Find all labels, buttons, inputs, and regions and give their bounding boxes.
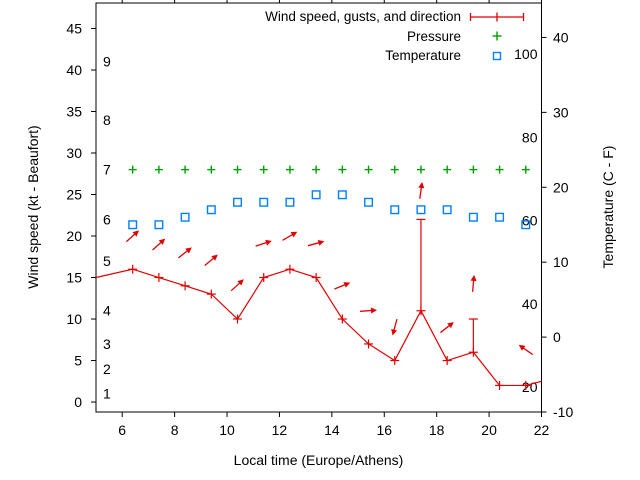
plus-marker-icon (467, 30, 527, 42)
y-left-tick-label: 0 (74, 394, 82, 410)
y-left-tick-label: 15 (66, 270, 82, 286)
y-right-tick-label: 40 (553, 29, 569, 45)
beaufort-scale-label: 8 (103, 112, 111, 128)
plot-border (95, 2, 542, 413)
wind-direction-arrow-icon (185, 247, 192, 254)
wind-direction-arrow-icon (370, 307, 378, 314)
wind-direction-arrow-icon (447, 322, 454, 329)
wind-direction-arrow-icon (290, 231, 298, 238)
temperature-point-marker (311, 190, 321, 200)
y-right-axis-title: Temperature (C - F) (600, 145, 616, 269)
x-tick-label: 20 (481, 422, 497, 438)
y-left-tick-label: 40 (66, 62, 82, 78)
errorbar-sample-icon (467, 11, 527, 23)
y-left-tick-label: 35 (66, 103, 82, 119)
y-right-tick-label: 0 (553, 329, 561, 345)
wind-direction-arrow-icon (391, 328, 397, 336)
x-tick-label: 14 (324, 422, 340, 438)
wind-direction-arrow-icon (132, 230, 140, 237)
temperature-point-marker (442, 205, 452, 215)
x-tick-label: 8 (171, 422, 179, 438)
beaufort-scale-label: 5 (103, 253, 111, 269)
y-right-tick-label: 20 (553, 179, 569, 195)
square-marker-icon (467, 50, 527, 62)
y-right-tick-label: 30 (553, 104, 569, 120)
fahrenheit-scale-label: 80 (522, 129, 538, 145)
y-left-tick-label: 45 (66, 20, 82, 36)
legend: Wind speed, gusts, and direction Pressur… (96, 7, 527, 66)
legend-label-wind: Wind speed, gusts, and direction (265, 9, 461, 25)
y-left-tick-label: 10 (66, 311, 82, 327)
beaufort-scale-label: 3 (103, 336, 111, 352)
beaufort-scale-label: 2 (103, 361, 111, 377)
temperature-point-marker (154, 220, 164, 230)
temperature-point-marker (128, 220, 138, 230)
temperature-point-marker (337, 190, 347, 200)
temperature-point-marker (390, 205, 400, 215)
legend-label-temperature: Temperature (385, 48, 461, 64)
temperature-point-marker (364, 197, 374, 207)
temperature-point-marker (416, 205, 426, 215)
x-tick-label: 18 (429, 422, 445, 438)
x-axis-title: Local time (Europe/Athens) (233, 452, 404, 468)
x-tick-label: 22 (534, 422, 550, 438)
wind-direction-arrow-icon (265, 239, 272, 246)
wind-direction-arrow-icon (211, 254, 218, 261)
beaufort-scale-label: 9 (103, 54, 111, 70)
y-left-tick-label: 5 (74, 353, 82, 369)
legend-item-temperature: Temperature (96, 46, 527, 66)
wind-direction-arrow-icon (470, 274, 477, 282)
x-tick-label: 12 (272, 422, 288, 438)
legend-item-pressure: Pressure (96, 27, 527, 47)
temperature-point-marker (521, 220, 531, 230)
wind-direction-arrow-icon (158, 238, 166, 245)
temperature-point-marker (468, 212, 478, 222)
beaufort-scale-label: 1 (103, 386, 111, 402)
y-left-tick-label: 30 (66, 145, 82, 161)
fahrenheit-scale-label: 100 (514, 46, 538, 62)
x-tick-label: 16 (376, 422, 392, 438)
temperature-point-marker (285, 197, 295, 207)
fahrenheit-scale-label: 20 (522, 379, 538, 395)
beaufort-scale-label: 6 (103, 211, 111, 227)
x-tick-label: 10 (219, 422, 235, 438)
y-right-tick-label: -10 (553, 404, 573, 420)
legend-item-wind: Wind speed, gusts, and direction (96, 7, 527, 27)
temperature-point-marker (233, 197, 243, 207)
wind-direction-arrow-icon (343, 282, 351, 288)
temperature-point-marker (206, 205, 216, 215)
wind-direction-arrow-icon (518, 344, 526, 351)
fahrenheit-scale-label: 40 (522, 296, 538, 312)
y-left-tick-label: 25 (66, 187, 82, 203)
y-left-axis-title: Wind speed (kt - Beaufort) (25, 125, 41, 289)
wind-direction-arrow-icon (237, 279, 244, 286)
y-right-tick-label: 10 (553, 254, 569, 270)
beaufort-scale-label: 4 (103, 303, 111, 319)
y-left-tick-label: 20 (66, 228, 82, 244)
temperature-point-marker (259, 197, 269, 207)
wind-direction-arrow-icon (418, 181, 425, 189)
wind-direction-arrow-icon (317, 239, 325, 246)
wind-speed-line (95, 268, 542, 387)
temperature-point-marker (495, 212, 505, 222)
beaufort-scale-label: 7 (103, 162, 111, 178)
x-tick-label: 6 (118, 422, 126, 438)
temperature-point-marker (180, 212, 190, 222)
legend-label-pressure: Pressure (406, 28, 461, 44)
